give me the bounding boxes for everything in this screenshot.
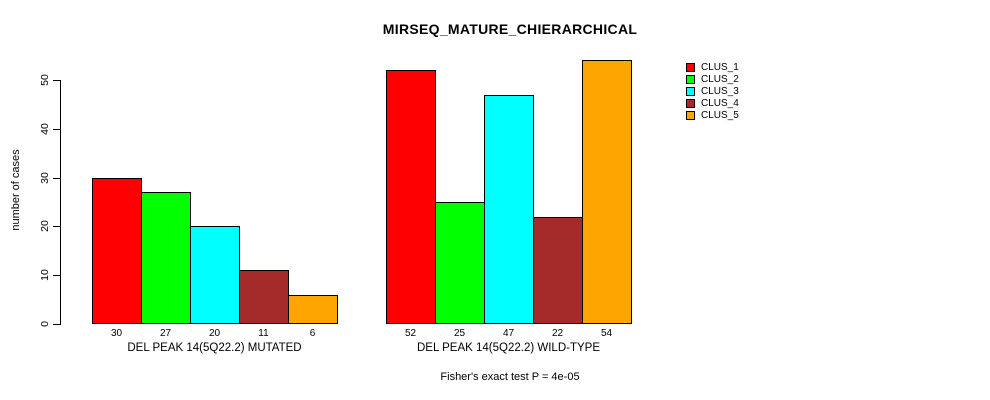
- legend-swatch-clus_4: [686, 98, 695, 108]
- legend: CLUS_1 CLUS_2 CLUS_3 CLUS_4 CLUS_5: [686, 61, 739, 121]
- bar-clus_3-group1: [190, 226, 240, 324]
- y-tick-mark: [53, 80, 60, 81]
- group-label-1: DEL PEAK 14(5Q22.2) MUTATED: [127, 342, 302, 354]
- bar-value-label: 20: [208, 328, 221, 339]
- legend-label: CLUS_1: [701, 61, 739, 73]
- y-tick-label: 50: [39, 74, 51, 86]
- bar-value-label: 22: [551, 328, 564, 339]
- y-axis-line: [60, 80, 61, 325]
- y-tick-mark: [53, 275, 60, 277]
- chart-title: MIRSEQ_MATURE_CHIERARCHICAL: [382, 21, 638, 37]
- bar-value-label: 27: [159, 328, 172, 339]
- y-tick-mark: [53, 128, 60, 130]
- bar-value-label: 11: [258, 328, 269, 339]
- legend-item-clus_5: CLUS_5: [686, 109, 739, 121]
- bar-clus_4-group1: [239, 270, 289, 324]
- legend-swatch-clus_1: [686, 62, 695, 72]
- legend-label: CLUS_5: [701, 109, 739, 121]
- legend-label: CLUS_3: [701, 85, 739, 97]
- y-tick-mark: [53, 177, 60, 179]
- legend-item-clus_3: CLUS_3: [686, 85, 739, 97]
- legend-item-clus_4: CLUS_4: [686, 97, 739, 109]
- legend-swatch-clus_5: [686, 110, 695, 120]
- bar-value-label: 54: [600, 328, 613, 339]
- y-tick-mark: [53, 324, 60, 325]
- bar-clus_2-group1: [141, 192, 191, 324]
- legend-label: CLUS_2: [701, 73, 739, 85]
- bar-clus_5-group2: [582, 60, 632, 324]
- legend-label: CLUS_4: [701, 97, 739, 109]
- y-tick-label: 0: [39, 321, 51, 327]
- y-tick-label: 30: [39, 171, 51, 184]
- bar-clus_3-group2: [484, 95, 534, 324]
- y-tick-label: 10: [39, 269, 51, 282]
- footnote-fisher-test: Fisher's exact test P = 4e-05: [440, 371, 580, 383]
- legend-item-clus_2: CLUS_2: [686, 73, 739, 85]
- bar-value-label: 47: [502, 328, 515, 339]
- bar-value-label: 52: [404, 328, 417, 339]
- bar-clus_4-group2: [533, 217, 583, 324]
- group-label-2: DEL PEAK 14(5Q22.2) WILD-TYPE: [416, 342, 600, 354]
- bar-value-label: 6: [309, 328, 316, 339]
- bar-clus_1-group1: [92, 178, 142, 324]
- bar-clus_1-group2: [386, 70, 436, 324]
- y-tick-label: 20: [39, 220, 51, 233]
- bar-value-label: 30: [110, 328, 123, 339]
- y-tick-mark: [53, 226, 60, 228]
- legend-item-clus_1: CLUS_1: [686, 61, 739, 73]
- legend-swatch-clus_2: [686, 74, 695, 84]
- bar-value-label: 25: [453, 328, 466, 339]
- bar-clus_2-group2: [435, 202, 485, 324]
- bar-clus_5-group1: [288, 295, 338, 324]
- legend-swatch-clus_3: [686, 86, 695, 96]
- y-tick-label: 40: [39, 122, 51, 135]
- y-axis-label: number of cases: [10, 149, 22, 231]
